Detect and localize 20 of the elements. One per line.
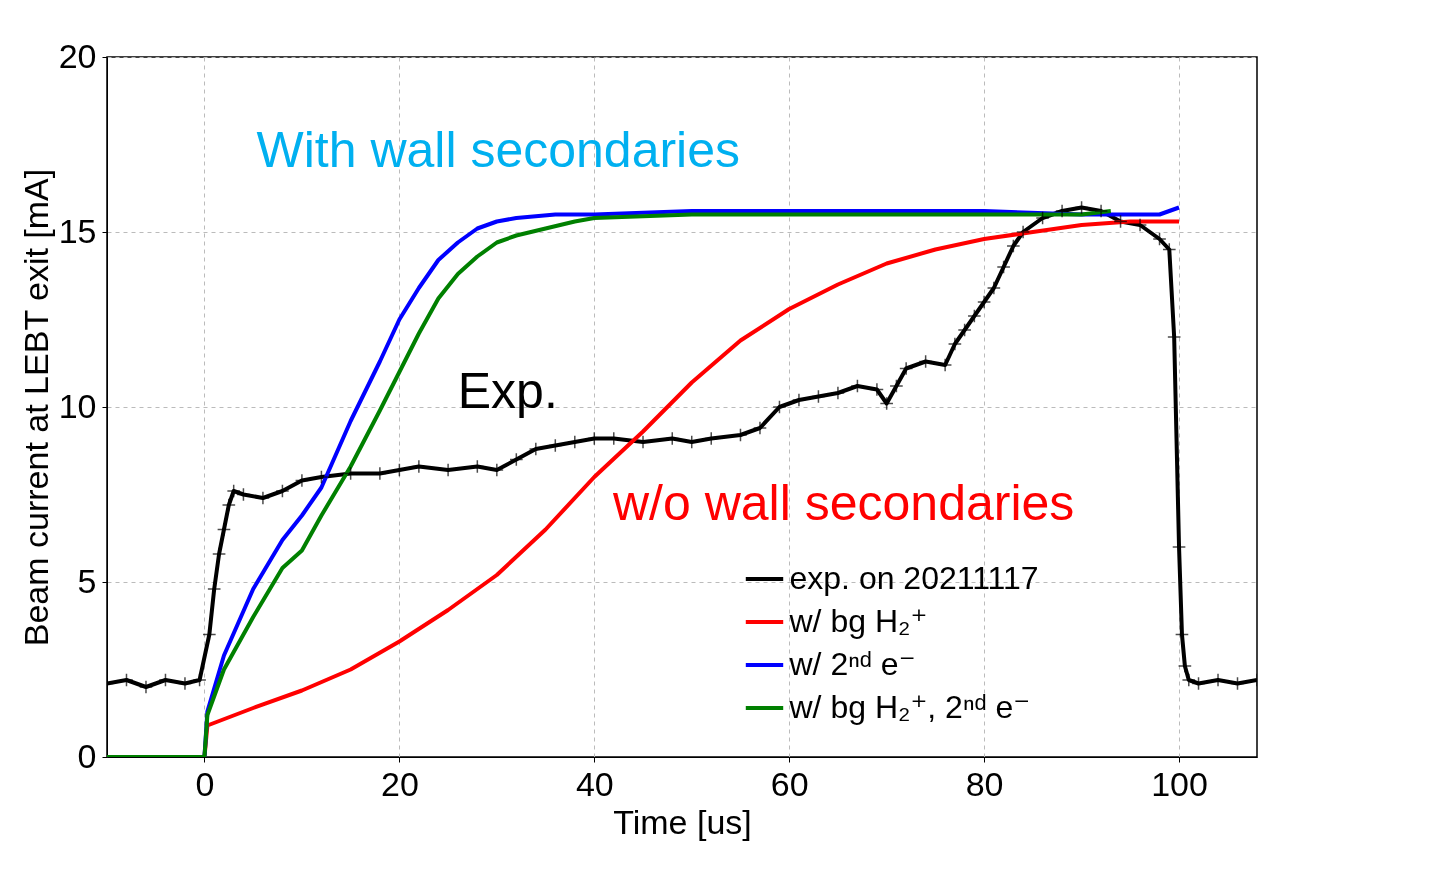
- y-tick-label: 10: [58, 386, 97, 425]
- annotation: Exp.: [457, 363, 558, 419]
- y-tick-label: 20: [58, 36, 97, 75]
- x-tick-label: 100: [1151, 764, 1208, 803]
- legend-label: exp. on 20211117: [789, 560, 1039, 596]
- x-tick-label: 0: [195, 764, 215, 803]
- x-tick-label: 20: [380, 764, 419, 803]
- annotation: With wall secondaries: [256, 121, 741, 178]
- x-tick-label: 60: [770, 764, 809, 803]
- legend-label: w/ bg H₂⁺, 2ⁿᵈ e⁻: [788, 689, 1031, 725]
- legend-label: w/ bg H₂⁺: [788, 603, 928, 639]
- y-tick-label: 5: [77, 561, 97, 600]
- y-tick-label: 15: [58, 211, 97, 250]
- legend-label: w/ 2ⁿᵈ e⁻: [788, 646, 916, 682]
- y-tick-label: 0: [77, 736, 97, 775]
- x-tick-label: 40: [575, 764, 614, 803]
- x-axis-title: Time [us]: [613, 802, 752, 841]
- y-axis-title: Beam current at LEBT exit [mA]: [16, 168, 55, 647]
- x-tick-label: 80: [965, 764, 1004, 803]
- annotation: w/o wall secondaries: [612, 475, 1075, 531]
